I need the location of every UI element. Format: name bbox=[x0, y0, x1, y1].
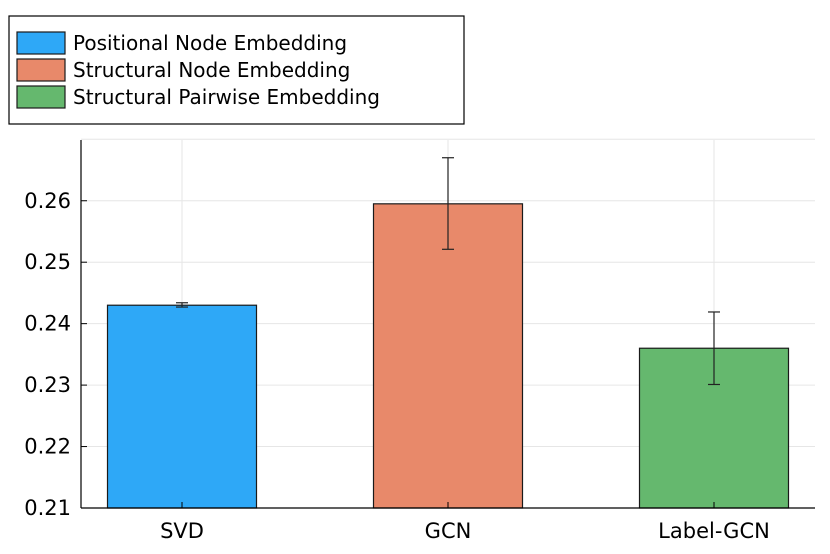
legend-swatch bbox=[16, 85, 66, 109]
y-tick-label: 0.21 bbox=[24, 496, 71, 520]
legend-box bbox=[8, 15, 465, 125]
x-tick-label: Label-GCN bbox=[658, 519, 770, 543]
y-axis-ticks: 0.21 0.22 0.23 0.24 0.25 0.26 bbox=[24, 189, 87, 520]
legend: Positional Node Embedding Structural Node… bbox=[8, 15, 465, 125]
x-tick-label: GCN bbox=[425, 519, 472, 543]
legend-label: Structural Node Embedding bbox=[73, 58, 350, 82]
bars bbox=[106, 203, 790, 509]
y-tick-label: 0.24 bbox=[24, 312, 71, 336]
legend-swatch bbox=[16, 58, 66, 82]
y-tick-label: 0.25 bbox=[24, 250, 71, 274]
error-bars bbox=[176, 157, 720, 386]
y-tick-label: 0.26 bbox=[24, 189, 71, 213]
y-tick-label: 0.22 bbox=[24, 435, 71, 459]
x-axis-ticks: SVD GCN Label-GCN bbox=[160, 502, 770, 543]
x-tick-label: SVD bbox=[160, 519, 204, 543]
legend-label: Structural Pairwise Embedding bbox=[73, 85, 380, 109]
y-tick-label: 0.23 bbox=[24, 373, 71, 397]
bar-svd bbox=[106, 304, 258, 509]
legend-swatch bbox=[16, 31, 66, 55]
legend-label: Positional Node Embedding bbox=[73, 31, 347, 55]
